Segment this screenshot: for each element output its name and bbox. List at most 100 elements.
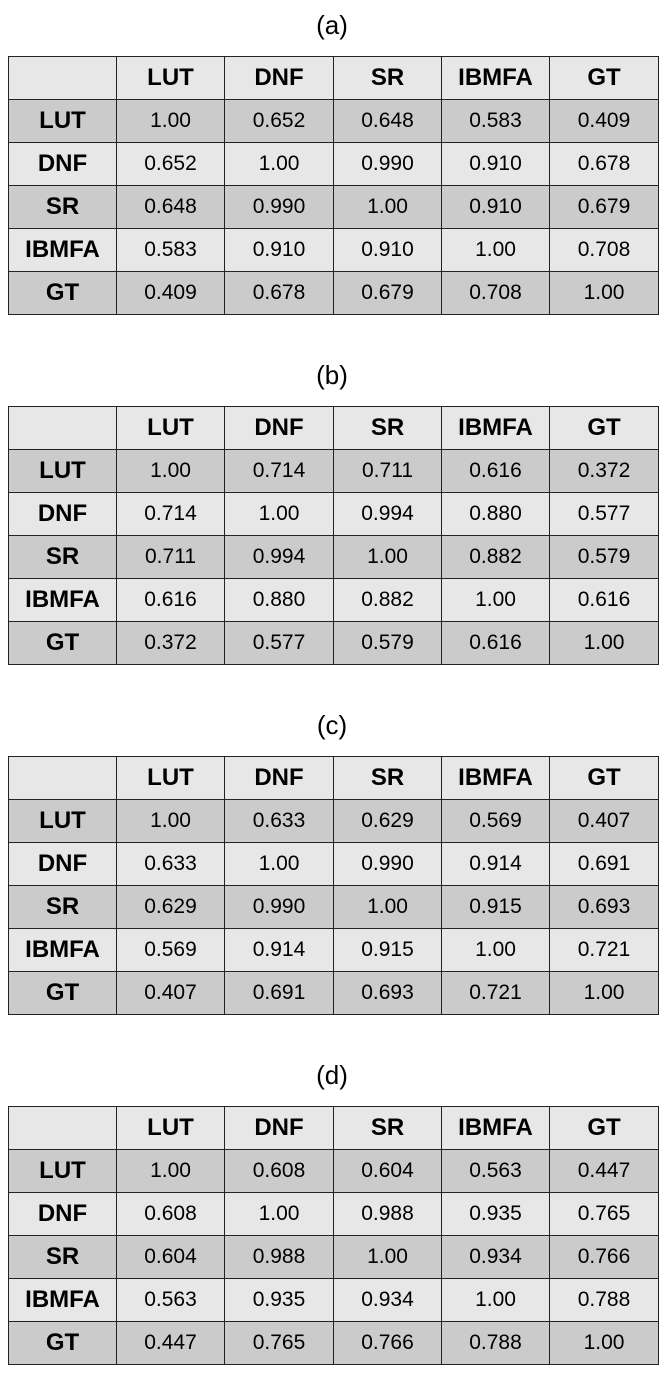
table-row: DNF 0.652 1.00 0.990 0.910 0.678 — [8, 142, 659, 186]
correlation-table: LUT DNF SR IBMFA GT LUT 1.00 0.633 0.629 0.569 0.4… — [8, 756, 659, 1015]
table-cell: 0.616 — [116, 578, 225, 622]
table-cell: 0.629 — [333, 799, 442, 843]
row-header: IBMFA — [8, 578, 117, 622]
table-cell: 0.721 — [549, 928, 659, 972]
table-cell: 0.372 — [549, 449, 659, 493]
table-row: DNF 0.714 1.00 0.994 0.880 0.577 — [8, 492, 659, 536]
table-cell: 1.00 — [224, 1192, 334, 1236]
table-row: IBMFA 0.583 0.910 0.910 1.00 0.708 — [8, 228, 659, 272]
table-cell: 0.882 — [333, 578, 442, 622]
table-caption: (d) — [316, 1060, 348, 1090]
table-cell: 0.679 — [549, 185, 659, 229]
table-cell: 0.990 — [224, 185, 334, 229]
column-header: IBMFA — [441, 56, 550, 100]
table-cell: 0.616 — [549, 578, 659, 622]
table-cell: 0.788 — [441, 1321, 550, 1365]
table-cell: 1.00 — [441, 578, 550, 622]
table-row: LUT 1.00 0.652 0.648 0.583 0.409 — [8, 99, 659, 143]
table-cell: 0.652 — [116, 142, 225, 186]
table-cell: 0.447 — [116, 1321, 225, 1365]
row-header: DNF — [8, 142, 117, 186]
table-cell: 0.372 — [116, 621, 225, 665]
table-cell: 0.583 — [441, 99, 550, 143]
table-cell: 0.616 — [441, 449, 550, 493]
row-header: IBMFA — [8, 928, 117, 972]
table-row: SR 0.648 0.990 1.00 0.910 0.679 — [8, 185, 659, 229]
table-cell: 1.00 — [441, 228, 550, 272]
row-header: GT — [8, 621, 117, 665]
table-cell: 0.910 — [224, 228, 334, 272]
table-cell: 0.409 — [549, 99, 659, 143]
header-row: LUT DNF SR IBMFA GT — [8, 1106, 659, 1150]
table-cell: 1.00 — [116, 99, 225, 143]
row-header: DNF — [8, 842, 117, 886]
table-cell: 0.604 — [116, 1235, 225, 1279]
header-row: LUT DNF SR IBMFA GT — [8, 56, 659, 100]
table-row: GT 0.407 0.691 0.693 0.721 1.00 — [8, 971, 659, 1015]
row-header: DNF — [8, 1192, 117, 1236]
table-block: (d) LUT DNF SR IBMFA GT LUT 1.00 0.608 0.604 0.563… — [0, 1050, 664, 1365]
table-cell: 0.910 — [441, 185, 550, 229]
table-cell: 0.563 — [441, 1149, 550, 1193]
table-row: LUT 1.00 0.714 0.711 0.616 0.372 — [8, 449, 659, 493]
table-cell: 1.00 — [224, 492, 334, 536]
table-cell: 1.00 — [333, 185, 442, 229]
column-header: IBMFA — [441, 756, 550, 800]
table-row: SR 0.711 0.994 1.00 0.882 0.579 — [8, 535, 659, 579]
table-cell: 1.00 — [549, 971, 659, 1015]
table-cell: 0.407 — [549, 799, 659, 843]
table-caption: (b) — [316, 360, 348, 390]
table-cell: 0.563 — [116, 1278, 225, 1322]
table-cell: 0.708 — [441, 271, 550, 315]
table-cell: 0.409 — [116, 271, 225, 315]
column-header: SR — [333, 56, 442, 100]
table-cell: 0.766 — [333, 1321, 442, 1365]
table-cell: 0.714 — [116, 492, 225, 536]
table-cell: 0.994 — [333, 492, 442, 536]
column-header: LUT — [116, 406, 225, 450]
table-row: DNF 0.633 1.00 0.990 0.914 0.691 — [8, 842, 659, 886]
row-header: LUT — [8, 1149, 117, 1193]
column-header: DNF — [224, 756, 334, 800]
table-cell: 1.00 — [116, 1149, 225, 1193]
table-cell: 0.608 — [224, 1149, 334, 1193]
table-cell: 0.577 — [224, 621, 334, 665]
row-header: SR — [8, 1235, 117, 1279]
row-header: DNF — [8, 492, 117, 536]
row-header: IBMFA — [8, 228, 117, 272]
row-header: LUT — [8, 449, 117, 493]
table-cell: 0.880 — [441, 492, 550, 536]
table-cell: 0.708 — [549, 228, 659, 272]
table-cell: 0.652 — [224, 99, 334, 143]
column-header: SR — [333, 1106, 442, 1150]
column-header: SR — [333, 756, 442, 800]
table-cell: 0.608 — [116, 1192, 225, 1236]
table-cell: 0.678 — [549, 142, 659, 186]
table-cell: 0.880 — [224, 578, 334, 622]
table-cell: 0.679 — [333, 271, 442, 315]
table-cell: 0.629 — [116, 885, 225, 929]
column-header: GT — [549, 56, 659, 100]
table-cell: 1.00 — [116, 449, 225, 493]
table-cell: 0.633 — [116, 842, 225, 886]
column-header: GT — [549, 406, 659, 450]
corner-cell — [8, 56, 117, 100]
row-header: GT — [8, 1321, 117, 1365]
table-cell: 0.766 — [549, 1235, 659, 1279]
table-cell: 0.711 — [116, 535, 225, 579]
table-row: GT 0.447 0.765 0.766 0.788 1.00 — [8, 1321, 659, 1365]
column-header: SR — [333, 406, 442, 450]
column-header: LUT — [116, 756, 225, 800]
header-row: LUT DNF SR IBMFA GT — [8, 406, 659, 450]
table-cell: 0.934 — [333, 1278, 442, 1322]
table-cell: 1.00 — [333, 535, 442, 579]
column-header: DNF — [224, 56, 334, 100]
correlation-table: LUT DNF SR IBMFA GT LUT 1.00 0.714 0.711 0.616 0.3… — [8, 406, 659, 665]
table-row: GT 0.372 0.577 0.579 0.616 1.00 — [8, 621, 659, 665]
table-block: (b) LUT DNF SR IBMFA GT LUT 1.00 0.714 0.711 0.616… — [0, 350, 664, 665]
table-cell: 0.616 — [441, 621, 550, 665]
table-caption: (c) — [316, 710, 348, 740]
table-cell: 1.00 — [333, 885, 442, 929]
column-header: DNF — [224, 1106, 334, 1150]
table-cell: 0.714 — [224, 449, 334, 493]
